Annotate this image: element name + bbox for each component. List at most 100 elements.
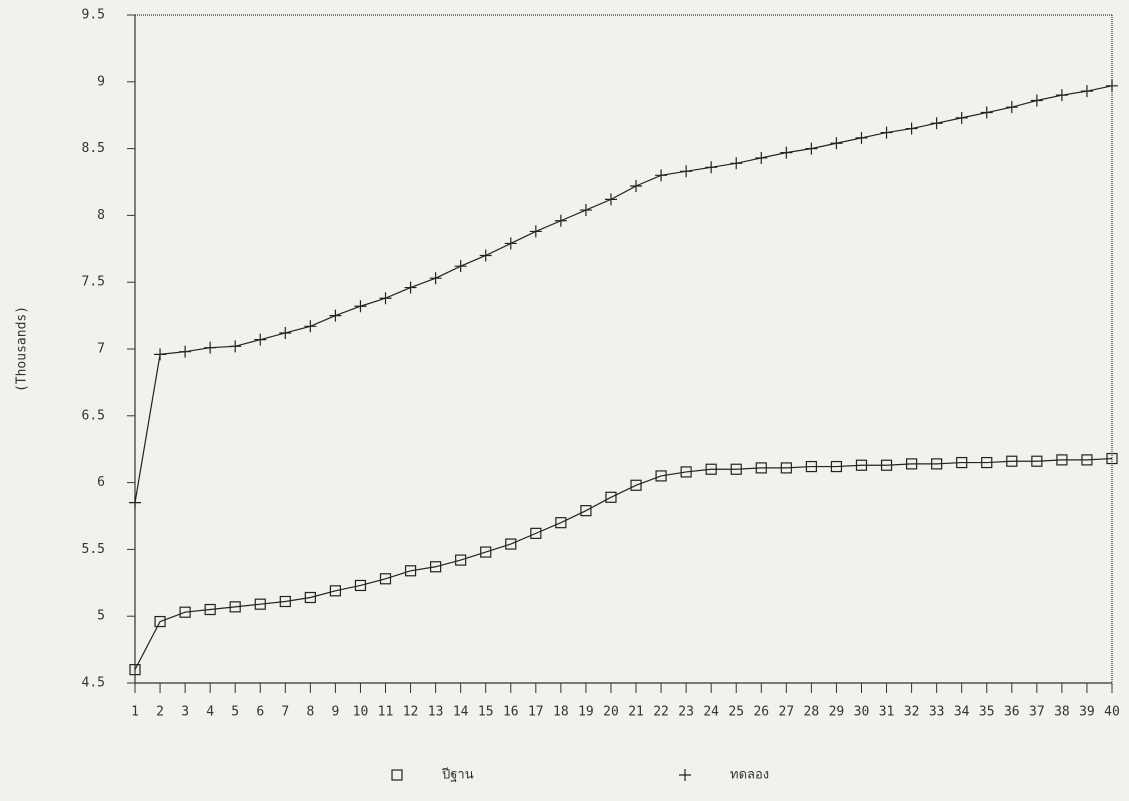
marker [379, 573, 392, 585]
x-tick-label: 3 [181, 705, 189, 720]
legend-marker [679, 769, 691, 781]
x-tick-label: 1 [131, 705, 139, 720]
x-tick-label: 28 [804, 705, 820, 720]
x-tick-label: 35 [979, 705, 995, 720]
marker [279, 326, 292, 339]
x-tick-label: 32 [904, 705, 920, 720]
marker [479, 249, 492, 262]
x-tick-label: 8 [306, 705, 314, 720]
y-tick-label: 9.5 [82, 8, 105, 23]
marker [179, 345, 192, 358]
marker [529, 225, 542, 238]
marker [1081, 454, 1093, 466]
y-tick-label: 6 [97, 475, 105, 490]
y-tick-label: 5.5 [82, 542, 105, 557]
marker [705, 463, 717, 475]
marker [730, 157, 743, 170]
x-tick-label: 37 [1029, 705, 1045, 720]
marker [605, 491, 617, 503]
marker [1005, 101, 1018, 114]
x-tick-label: 30 [854, 705, 870, 720]
marker [204, 341, 217, 354]
x-tick-label: 17 [528, 705, 544, 720]
marker [855, 459, 868, 471]
marker [730, 463, 742, 475]
x-tick-label: 27 [779, 705, 795, 720]
x-tick-label: 20 [603, 705, 619, 720]
marker [229, 340, 242, 353]
marker [480, 546, 492, 558]
marker [504, 237, 517, 250]
marker [705, 161, 718, 174]
marker [1056, 454, 1068, 466]
marker [154, 615, 166, 628]
marker [1106, 452, 1118, 465]
x-tick-label: 29 [829, 705, 845, 720]
marker [655, 470, 667, 482]
x-tick-label: 31 [879, 705, 895, 720]
marker [956, 456, 968, 469]
marker [129, 496, 141, 509]
marker [304, 320, 317, 333]
marker [1080, 85, 1093, 98]
marker [880, 126, 893, 139]
marker [680, 165, 693, 178]
y-tick-label: 8 [97, 208, 105, 223]
marker [805, 142, 818, 155]
marker [931, 458, 943, 470]
marker [404, 565, 417, 577]
x-tick-label: 21 [628, 705, 644, 720]
x-tick-label: 4 [206, 705, 214, 720]
marker [855, 131, 868, 144]
x-tick-label: 6 [256, 705, 264, 720]
marker [905, 458, 918, 470]
marker [830, 460, 843, 473]
marker [329, 585, 342, 597]
marker [630, 180, 643, 193]
y-tick-label: 4.5 [82, 676, 105, 691]
marker [604, 193, 617, 206]
marker [981, 456, 993, 469]
y-tick-label: 9 [97, 74, 105, 89]
marker [554, 214, 567, 227]
y-tick-label: 8.5 [82, 141, 105, 156]
x-tick-label: 24 [703, 705, 719, 720]
y-tick-label: 5 [97, 609, 105, 624]
marker [229, 601, 241, 613]
x-tick-label: 9 [331, 705, 339, 720]
x-tick-label: 13 [428, 705, 444, 720]
legend-marker [391, 769, 403, 781]
x-tick-label: 25 [728, 705, 744, 720]
x-tick-label: 23 [678, 705, 694, 720]
marker [354, 579, 367, 592]
marker [204, 603, 216, 616]
x-tick-label: 12 [403, 705, 419, 720]
marker [530, 527, 542, 539]
marker [680, 466, 692, 478]
marker [555, 517, 567, 529]
marker [930, 117, 943, 130]
series-line [134, 457, 1113, 670]
marker [1055, 89, 1068, 102]
x-tick-label: 33 [929, 705, 945, 720]
marker [329, 309, 342, 322]
marker [354, 300, 367, 313]
marker [379, 292, 392, 305]
marker [404, 281, 417, 294]
legend-label: ทดลอง [730, 768, 769, 783]
x-tick-label: 10 [353, 705, 369, 720]
marker [505, 538, 517, 550]
marker [780, 462, 792, 474]
marker [955, 111, 968, 124]
marker [454, 260, 467, 273]
x-tick-label: 7 [281, 705, 289, 720]
marker [254, 598, 266, 610]
marker [655, 169, 668, 182]
marker [455, 554, 467, 566]
marker [905, 122, 918, 135]
marker [880, 459, 893, 471]
x-tick-label: 40 [1104, 705, 1120, 720]
x-tick-label: 19 [578, 705, 594, 720]
marker [755, 151, 768, 164]
